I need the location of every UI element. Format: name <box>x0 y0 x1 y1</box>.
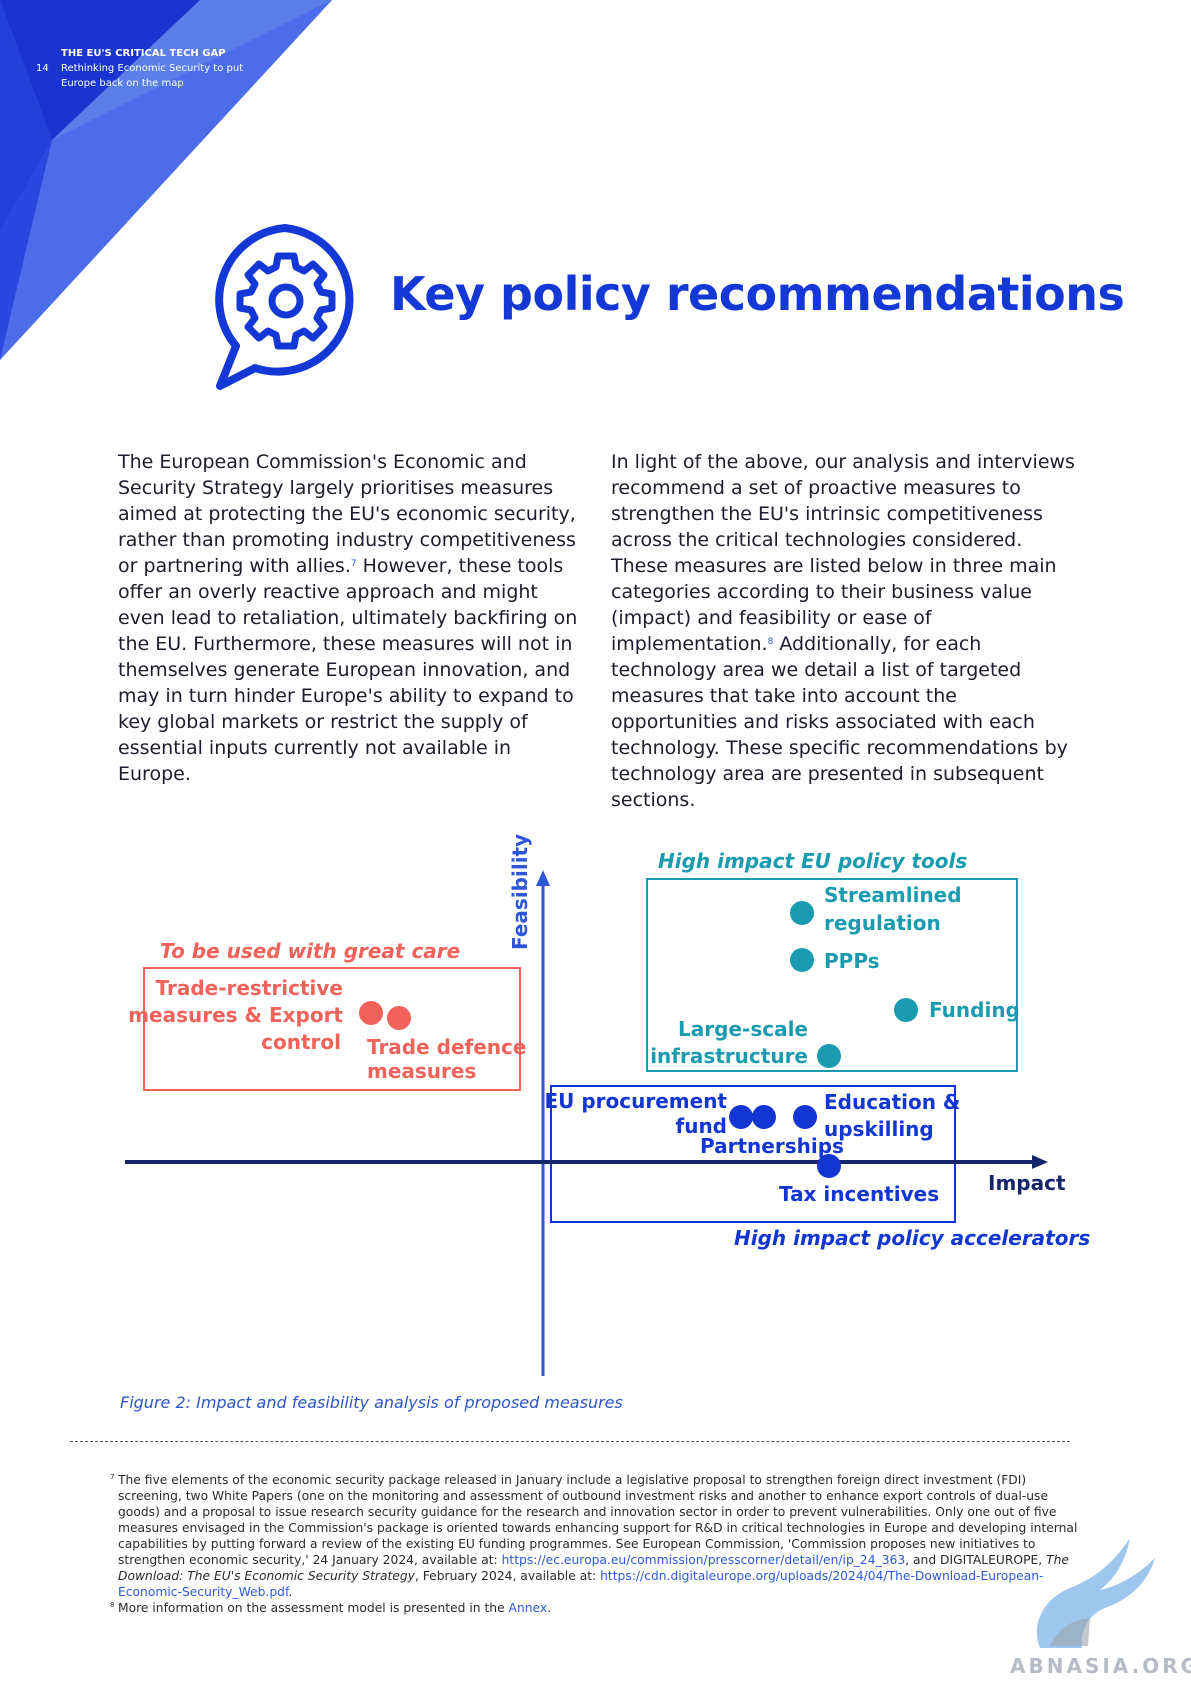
footnote-separator <box>70 1441 1070 1442</box>
gear-speech-bubble-icon <box>215 224 354 390</box>
body-text: In light of the above, our analysis and … <box>611 451 1075 655</box>
label-streamlined-regulation: regulation <box>824 911 941 935</box>
doc-subtitle: Rethinking Economic Security to put Euro… <box>61 63 244 89</box>
watermark-dragon-logo <box>1036 1538 1155 1648</box>
annex-link[interactable]: Annex <box>508 1601 548 1615</box>
footnote-text: . <box>547 1601 552 1615</box>
label-trade-defence: Trade defence <box>367 1035 526 1059</box>
doc-title: THE EU'S CRITICAL TECH GAP <box>61 48 226 59</box>
y-axis-label: Feasibility <box>508 834 532 950</box>
label-ppps: PPPs <box>824 949 880 973</box>
footnote-text: The five elements of the economic securi… <box>118 1473 1078 1567</box>
label-partnerships: Partnerships <box>700 1134 844 1158</box>
footnote-link[interactable]: https://ec.europa.eu/commission/presscor… <box>501 1553 906 1567</box>
footnote-ref-8[interactable]: 8 <box>767 637 774 647</box>
footnote-text: More information on the assessment model… <box>118 1601 509 1615</box>
footnote-text: , February 2024, available at: <box>414 1569 601 1583</box>
x-axis-label: Impact <box>988 1171 1066 1195</box>
label-education-upskilling: Education & <box>824 1090 960 1114</box>
y-axis-arrow <box>536 870 550 886</box>
point-partnerships <box>752 1105 776 1129</box>
label-trade-restrictive: measures & Export <box>128 1003 343 1027</box>
body-column-right: In light of the above, our analysis and … <box>611 449 1076 813</box>
group-title-care: To be used with great care <box>160 939 460 963</box>
group-box-tools <box>646 878 1018 1072</box>
body-text: Additionally, for each technology area w… <box>611 633 1068 811</box>
footnote-publication-title: The Download: The EU's Economic Security… <box>118 1553 1069 1583</box>
x-axis-arrow <box>1032 1155 1048 1169</box>
point-large-scale-infrastructure <box>817 1044 841 1068</box>
figure-caption: Figure 2: Impact and feasibility analysi… <box>120 1393 623 1412</box>
footnote-ref-7[interactable]: 7 <box>350 559 357 569</box>
label-trade-defence: measures <box>367 1059 476 1083</box>
point-funding <box>894 998 918 1022</box>
label-tax-incentives: Tax incentives <box>779 1182 939 1206</box>
group-title-accel: High impact policy accelerators <box>734 1226 1090 1250</box>
label-trade-restrictive: Trade-restrictive <box>156 976 343 1000</box>
point-eu-procurement-fund <box>729 1105 753 1129</box>
point-tax-incentives <box>817 1154 841 1178</box>
group-box-care <box>143 967 521 1091</box>
footnote-8: 8 More information on the assessment mode… <box>110 1600 1078 1616</box>
impact-feasibility-matrix: Feasibility Impact To be used with great… <box>125 834 1090 1376</box>
footnote-number: 8 <box>110 1601 115 1609</box>
label-trade-restrictive: control <box>261 1030 341 1054</box>
label-eu-procurement-fund: fund <box>676 1114 728 1138</box>
label-large-scale-infrastructure: Large-scale <box>678 1017 808 1041</box>
point-streamlined-regulation <box>790 901 814 925</box>
label-funding: Funding <box>929 998 1020 1022</box>
group-box-accel <box>550 1085 956 1223</box>
footnote-number: 7 <box>110 1473 115 1481</box>
label-eu-procurement-fund: EU procurement <box>544 1089 727 1113</box>
footnote-link[interactable]: https://cdn.digitaleurope.org/uploads/20… <box>118 1569 1044 1599</box>
footnote-7: 7 The five elements of the economic secur… <box>110 1472 1078 1600</box>
section-title: Key policy recommendations <box>390 267 1125 321</box>
point-trade-restrictive <box>359 1001 383 1025</box>
body-text: However, these tools offer an overly rea… <box>118 555 578 785</box>
label-large-scale-infrastructure: infrastructure <box>650 1044 808 1068</box>
point-trade-defence <box>387 1006 411 1030</box>
label-education-upskilling: upskilling <box>824 1117 934 1141</box>
header-decoration <box>0 0 332 360</box>
label-streamlined-regulation: Streamlined <box>824 883 962 907</box>
watermark-text: ABNASIA.ORG <box>1010 1654 1191 1678</box>
group-title-tools: High impact EU policy tools <box>658 849 967 873</box>
footnote-text: , and DIGITALEUROPE, <box>905 1553 1047 1567</box>
point-ppps <box>790 948 814 972</box>
body-column-left: The European Commission's Economic and S… <box>118 449 588 787</box>
page-number: 14 <box>36 63 49 74</box>
body-text: The European Commission's Economic and S… <box>118 451 576 577</box>
point-education-upskilling <box>793 1105 817 1129</box>
footnote-text: . <box>288 1585 293 1599</box>
